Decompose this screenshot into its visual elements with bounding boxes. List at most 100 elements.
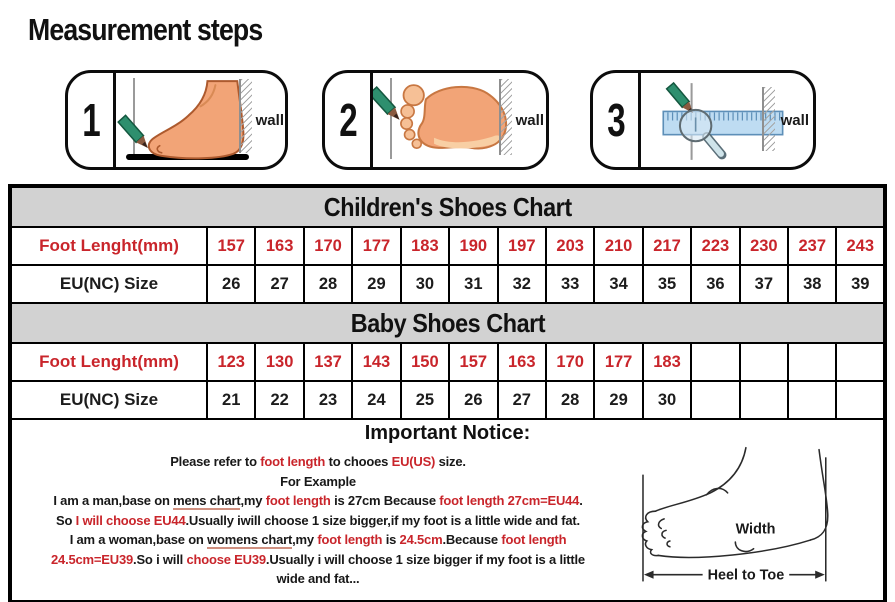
notice-text-segment: So xyxy=(56,512,76,528)
notice-line: Please refer to foot length to chooes EU… xyxy=(12,452,624,472)
table-cell: 130 xyxy=(254,342,305,382)
row-label-foot-length: Foot Lenght(mm) xyxy=(9,342,208,382)
table-cell: 150 xyxy=(399,342,451,382)
table-cell: 28 xyxy=(544,380,596,420)
pencil-icon xyxy=(373,85,400,120)
wall-label: wall xyxy=(255,112,284,130)
notice-text-segment: foot length xyxy=(265,493,331,508)
table-cell: 170 xyxy=(544,342,596,382)
notice-text-segment: .So i will xyxy=(133,551,187,567)
table-cell: 32 xyxy=(496,264,547,304)
table-cell: 177 xyxy=(593,342,644,382)
table-cell: 24 xyxy=(351,380,402,420)
table-cell xyxy=(738,380,790,420)
measurement-step-2: 2 wall xyxy=(322,70,549,170)
table-cell: 27 xyxy=(496,380,547,420)
table-cell: 183 xyxy=(399,226,451,266)
table-cell xyxy=(835,380,886,420)
notice-text-segment: is 27cm Because xyxy=(330,493,440,508)
children-size-row: EU(NC) Size 26 27 28 29 30 31 32 33 34 35 36 37 38 39 xyxy=(9,264,886,304)
step-1-number: 1 xyxy=(68,73,116,167)
wall-hatch xyxy=(499,79,512,155)
pencil-icon xyxy=(117,114,148,149)
notice-line: So I will choose EU44.Usually iwill choo… xyxy=(12,511,624,531)
notice-line: I am a woman,base on womens chart,my foo… xyxy=(12,530,624,550)
step-1-illustration: wall xyxy=(116,73,285,167)
table-cell: 137 xyxy=(302,342,354,382)
wall-hatch xyxy=(239,79,252,153)
notice-text-segment: .Usually iwill choose 1 size bigger,if m… xyxy=(185,512,580,528)
table-cell xyxy=(787,380,838,420)
wall-hatch xyxy=(762,87,775,151)
wall-label: wall xyxy=(515,112,544,130)
table-cell: 39 xyxy=(835,264,886,304)
notice-text-segment: foot length 27cm=EU44 xyxy=(439,493,580,508)
table-cell: 38 xyxy=(787,264,838,304)
table-cell: 31 xyxy=(448,264,499,304)
table-cell: 183 xyxy=(641,342,693,382)
table-cell: 22 xyxy=(254,380,305,420)
table-cell: 223 xyxy=(690,226,741,266)
table-cell: 237 xyxy=(787,226,838,266)
table-cell: 143 xyxy=(351,342,402,382)
notice-text-segment: is xyxy=(382,532,400,547)
table-cell xyxy=(787,342,838,382)
foot-side-icon xyxy=(117,80,245,160)
notice-text-segment: I am a man,base on xyxy=(53,493,174,508)
notice-text-segment: foot length xyxy=(317,532,383,547)
table-cell: 157 xyxy=(205,226,257,266)
table-cell: 33 xyxy=(544,264,596,304)
table-cell: 37 xyxy=(738,264,790,304)
table-cell: 26 xyxy=(205,264,257,304)
table-cell: 30 xyxy=(641,380,693,420)
ruler-magnifier-icon xyxy=(662,81,784,160)
step-3-illustration: wall xyxy=(641,73,813,167)
table-cell: 197 xyxy=(496,226,547,266)
notice-text-segment: foot length xyxy=(260,454,326,469)
table-cell: 21 xyxy=(205,380,257,420)
step-2-illustration: wall xyxy=(373,73,546,167)
baby-chart-header-row: Baby Shoes Chart xyxy=(9,302,886,344)
notice-text-segment: womens chart xyxy=(207,532,293,549)
children-chart-header-row: Children's Shoes Chart xyxy=(9,185,886,228)
notice-text-segment: .Usually i will choose 1 size bigger if … xyxy=(265,551,585,567)
notice-text-segment: 24.5cm=EU39 xyxy=(51,551,134,567)
baby-foot-length-row: Foot Lenght(mm) 123 130 137 143 150 157 163 170… xyxy=(9,342,886,382)
table-cell: 29 xyxy=(351,264,402,304)
notice-text-segment: to chooes xyxy=(325,454,392,469)
table-cell: 203 xyxy=(544,226,596,266)
notice-text-segment: size. xyxy=(435,454,466,469)
shoe-size-table: Children's Shoes Chart Foot Lenght(mm) 1… xyxy=(8,184,887,602)
table-cell: 210 xyxy=(593,226,644,266)
children-foot-length-row: Foot Lenght(mm) 157 163 170 177 183 190 197 203… xyxy=(9,226,886,266)
baby-size-row: EU(NC) Size 21 22 23 24 25 26 27 28 29 30 xyxy=(9,380,886,420)
notice-text-segment: foot length xyxy=(501,532,567,547)
page-title: Measurement steps xyxy=(28,12,263,47)
row-label-foot-length: Foot Lenght(mm) xyxy=(9,226,208,266)
measurement-step-3: 3 wall xyxy=(590,70,816,170)
table-cell: 157 xyxy=(448,342,499,382)
foot-measurement-diagram: Width Heel to Toe xyxy=(641,446,829,583)
foot-sole-icon xyxy=(373,84,508,150)
table-cell: 30 xyxy=(399,264,451,304)
notice-line: I am a man,base on mens chart,my foot le… xyxy=(12,491,624,511)
magnifier-icon xyxy=(678,108,727,160)
notice-text-segment: Please refer to xyxy=(170,454,261,469)
notice-text-segment: EU(US) xyxy=(391,454,436,469)
notice-line: 24.5cm=EU39.So i will choose EU39.Usuall… xyxy=(12,550,624,570)
table-cell: 36 xyxy=(690,264,741,304)
children-chart-title: Children's Shoes Chart xyxy=(323,191,572,222)
table-cell: 23 xyxy=(302,380,354,420)
notice-text-segment: I will choose EU44 xyxy=(75,512,186,528)
table-cell: 177 xyxy=(351,226,402,266)
measure-start-line xyxy=(390,78,392,159)
notice-text-segment: .Because xyxy=(442,532,502,547)
table-cell: 25 xyxy=(399,380,451,420)
table-cell: 28 xyxy=(302,264,354,304)
table-cell xyxy=(690,342,741,382)
row-label-size: EU(NC) Size xyxy=(9,264,208,304)
table-cell: 163 xyxy=(254,226,305,266)
table-cell: 217 xyxy=(641,226,693,266)
table-cell xyxy=(835,342,886,382)
